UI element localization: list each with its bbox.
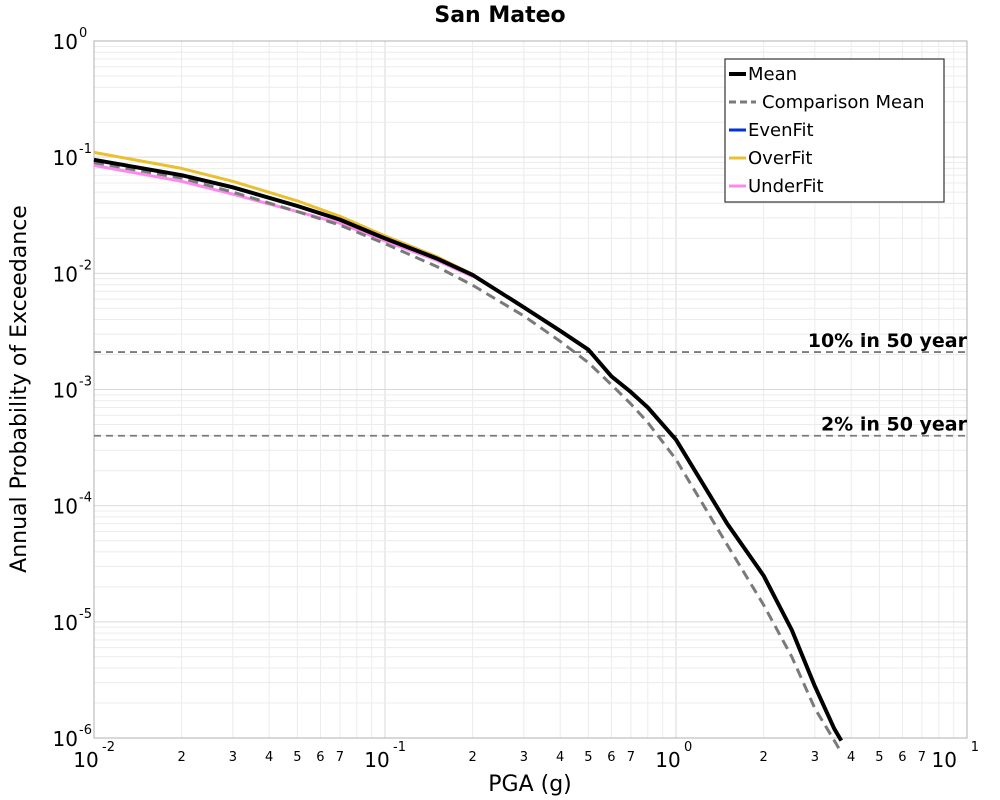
y-tick-label: 10 0: [53, 26, 88, 54]
y-tick-label: 10 -4: [53, 491, 92, 519]
legend-entry: Comparison Mean: [729, 92, 925, 113]
legend-entry: UnderFit: [729, 176, 824, 197]
legend-entry: Mean: [729, 64, 797, 85]
svg-text:0: 0: [79, 26, 87, 41]
legend-label: EvenFit: [748, 120, 814, 141]
x-minor-tick-label: 6: [607, 750, 615, 765]
svg-text:-2: -2: [102, 740, 115, 755]
svg-text:10: 10: [932, 748, 957, 772]
legend-label: Comparison Mean: [762, 92, 925, 113]
x-axis-label: PGA (g): [488, 772, 572, 797]
reference-line-label: 2% in 50 year: [821, 414, 968, 436]
x-tick-label: 10 -2: [73, 740, 115, 772]
x-minor-tick-label: 6: [898, 750, 906, 765]
svg-text:1: 1: [971, 740, 979, 755]
x-minor-tick-label: 7: [336, 750, 344, 765]
legend-entry: OverFit: [729, 148, 812, 169]
x-minor-tick-label: 5: [875, 750, 883, 765]
series-line-evenfit: [93, 158, 525, 309]
x-tick-label: 10 0: [655, 740, 692, 772]
x-tick-label: 10 -1: [364, 740, 406, 772]
svg-text:10: 10: [53, 611, 78, 635]
legend-label: UnderFit: [748, 176, 824, 197]
y-axis-label: Annual Probability of Exceedance: [7, 205, 32, 573]
chart-title: San Mateo: [434, 3, 565, 28]
x-minor-tick-label: 6: [316, 750, 324, 765]
svg-text:10: 10: [364, 748, 389, 772]
x-minor-tick-label: 3: [811, 750, 819, 765]
legend-label: OverFit: [748, 148, 812, 169]
legend-box: [724, 58, 945, 203]
reference-lines: 10% in 50 year 2% in 50 year: [94, 330, 968, 437]
y-tick-label: 10 -1: [53, 142, 92, 170]
x-minor-tick-label: 3: [520, 750, 528, 765]
grid: [94, 41, 967, 738]
svg-text:10: 10: [53, 30, 78, 54]
series-lines: [93, 150, 844, 754]
x-tick-label: 10 1: [932, 740, 979, 772]
svg-text:10: 10: [53, 495, 78, 519]
svg-text:-3: -3: [79, 375, 92, 390]
legend-label: Mean: [748, 64, 797, 85]
svg-text:-2: -2: [79, 258, 92, 273]
x-minor-tick-label: 5: [584, 750, 592, 765]
x-minor-tick-label: 5: [293, 750, 301, 765]
svg-text:10: 10: [53, 146, 78, 170]
series-line-mean: [93, 157, 844, 742]
y-tick-label: 10 -5: [53, 607, 92, 635]
x-minor-tick-label: 3: [229, 750, 237, 765]
svg-text:10: 10: [73, 748, 98, 772]
svg-text:10: 10: [53, 262, 78, 286]
y-tick-label: 10 -2: [53, 258, 92, 286]
series-line-comparison-mean: [93, 161, 843, 754]
svg-text:10: 10: [53, 379, 78, 403]
x-minor-tick-label: 4: [265, 750, 273, 765]
x-minor-tick-label: 7: [627, 750, 635, 765]
svg-text:-5: -5: [79, 607, 92, 622]
x-minor-tick-label: 4: [556, 750, 564, 765]
series-line-underfit: [93, 163, 474, 278]
y-tick-label: 10 -3: [53, 375, 92, 403]
x-minor-tick-label: 2: [759, 750, 767, 765]
svg-text:10: 10: [655, 748, 680, 772]
reference-line-label: 10% in 50 year: [808, 330, 968, 352]
svg-text:0: 0: [684, 740, 692, 755]
svg-text:10: 10: [53, 727, 78, 751]
plot-area-frame: [93, 40, 968, 739]
x-minor-tick-label: 7: [918, 750, 926, 765]
svg-text:-1: -1: [393, 740, 406, 755]
y-tick-label: 10 -6: [53, 723, 92, 751]
legend: Mean Comparison Mean EvenFit OverFit UnderFi…: [724, 58, 945, 203]
svg-text:-6: -6: [79, 723, 92, 738]
x-minor-tick-label: 4: [847, 750, 855, 765]
svg-text:-4: -4: [79, 491, 92, 506]
x-minor-tick-label: 2: [177, 750, 185, 765]
svg-text:-1: -1: [79, 142, 92, 157]
x-minor-tick-label: 2: [468, 750, 476, 765]
legend-entry: EvenFit: [729, 120, 814, 141]
